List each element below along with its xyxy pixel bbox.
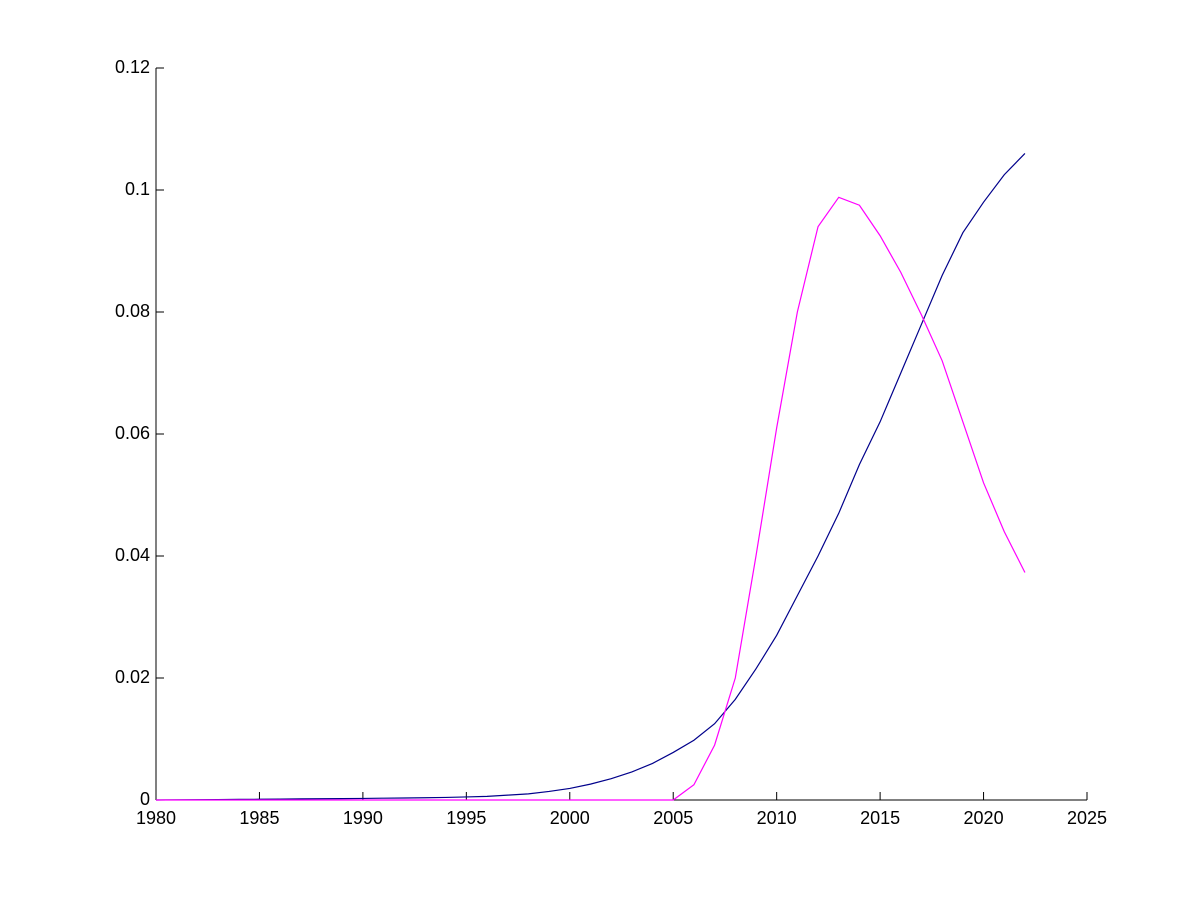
x-tick-label: 2010 — [757, 808, 797, 828]
line-series — [155, 152, 1026, 801]
x-tick-label: 2020 — [964, 808, 1004, 828]
x-tick-label: 2025 — [1067, 808, 1107, 828]
y-tick-label: 0.02 — [115, 667, 150, 687]
y-tick-label: 0 — [140, 789, 150, 809]
y-tick-label: 0.06 — [115, 423, 150, 443]
y-tick-label: 0.12 — [115, 57, 150, 77]
x-tick-label: 1990 — [343, 808, 383, 828]
y-tick-label: 0.08 — [115, 301, 150, 321]
x-tick-label: 2005 — [653, 808, 693, 828]
line-series — [156, 196, 1026, 801]
x-tick-label: 1995 — [446, 808, 486, 828]
y-tick-label: 0.1 — [125, 179, 150, 199]
x-tick-label: 1985 — [239, 808, 279, 828]
y-tick-label: 0.04 — [115, 545, 150, 565]
x-tick-label: 1980 — [136, 808, 176, 828]
x-tick-label: 2015 — [860, 808, 900, 828]
x-tick-label: 2000 — [550, 808, 590, 828]
